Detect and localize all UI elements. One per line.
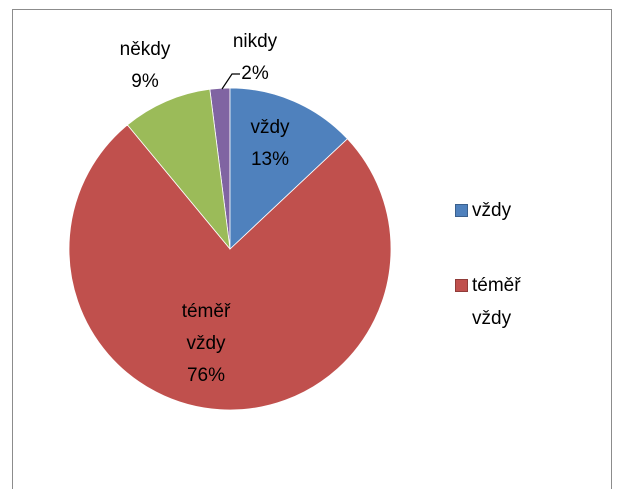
chart-frame xyxy=(12,9,612,489)
pie-slice xyxy=(229,87,348,250)
legend-swatch xyxy=(455,279,468,292)
legend-swatch xyxy=(455,204,468,217)
label-value: 76% xyxy=(186,365,226,386)
label-value: 2% xyxy=(241,63,269,84)
label-category: někdy xyxy=(119,39,171,60)
legend-label: téměř vždy xyxy=(472,275,521,329)
data-label: nikdy 2% xyxy=(210,26,300,90)
label-value: 13% xyxy=(250,149,290,170)
label-category: nikdy xyxy=(232,31,278,52)
pie-slice xyxy=(68,124,392,411)
pie-slice xyxy=(126,88,231,251)
data-label: téměř vždy 76% xyxy=(171,296,241,392)
legend-label: vždy xyxy=(472,200,512,221)
label-category: téměř vždy xyxy=(181,301,231,354)
data-label: někdy 9% xyxy=(100,34,190,98)
leader-line xyxy=(221,73,240,90)
label-category: vždy xyxy=(250,117,290,138)
data-label: vždy 13% xyxy=(225,112,315,176)
label-value: 9% xyxy=(131,71,159,92)
